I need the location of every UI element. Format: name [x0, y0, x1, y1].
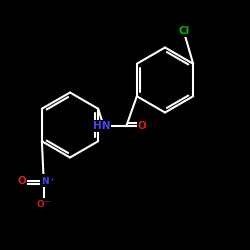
- Text: O: O: [138, 121, 146, 131]
- Text: Cl: Cl: [178, 26, 190, 36]
- Text: HN: HN: [93, 121, 110, 131]
- Text: N$^+$: N$^+$: [40, 175, 56, 186]
- Text: O$^-$: O$^-$: [36, 198, 52, 209]
- Text: O: O: [18, 176, 26, 186]
